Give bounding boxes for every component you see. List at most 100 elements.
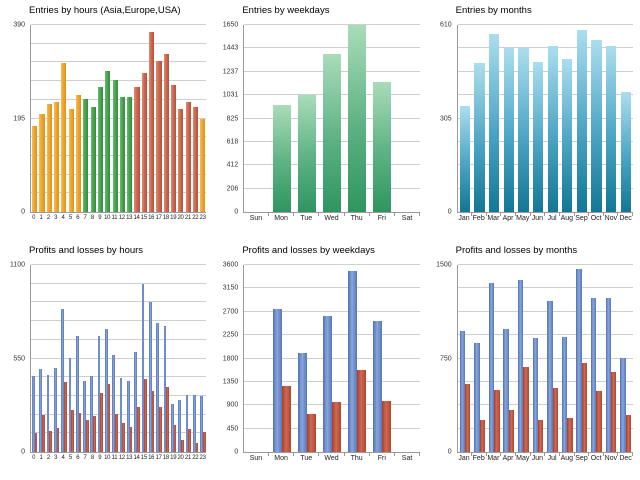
- bar-profits: [112, 355, 116, 452]
- bar-slot: [60, 265, 67, 452]
- y-axis-label: 825: [226, 115, 239, 122]
- bar-slot: [589, 25, 604, 212]
- gridline: [244, 47, 420, 49]
- bar-slot: [501, 25, 516, 212]
- x-axis-labels: 0 1 2 3 4 5 6 7 8 9 10 11 12 13 14 15 16 17 18 19 20 21 22 23: [30, 455, 206, 461]
- bar-slot: [589, 265, 604, 452]
- x-axis-label: 1: [39, 455, 43, 461]
- bar-losses: [151, 390, 155, 452]
- x-axis-label: 17: [155, 455, 162, 461]
- y-axis-label: 1100: [9, 261, 25, 269]
- x-axis-tick: [575, 212, 590, 216]
- x-axis-tick: [604, 452, 619, 456]
- bar-slot: [38, 25, 45, 212]
- bar: [474, 63, 485, 212]
- x-axis-label: May: [516, 455, 530, 462]
- gridline: [457, 164, 633, 166]
- x-axis-label: Wed: [324, 215, 339, 222]
- x-axis-label: 10: [104, 455, 111, 461]
- bar-losses: [306, 413, 317, 452]
- x-axis-ticks: [458, 452, 633, 456]
- bar: [620, 92, 631, 212]
- x-axis-label: 19: [170, 455, 177, 461]
- x-axis-label: 2: [46, 455, 50, 461]
- x-axis-tick: [319, 452, 345, 456]
- chart-entries-by-hours: Entries by hours (Asia,Europe,USA) 390 19…: [0, 0, 213, 240]
- bar-losses: [382, 400, 392, 452]
- bar: [61, 63, 67, 212]
- x-axis-tick: [575, 452, 590, 456]
- bars: [458, 25, 633, 212]
- bar: [373, 81, 391, 212]
- x-axis-label: 18: [162, 455, 169, 461]
- bar-losses: [552, 388, 558, 452]
- x-axis-label: Sat: [401, 215, 413, 222]
- bar-profits: [119, 378, 123, 452]
- bar-slot: [185, 25, 192, 212]
- bar-slot: [604, 25, 619, 212]
- bar-losses: [625, 414, 632, 452]
- bar: [298, 95, 316, 212]
- bar: [562, 58, 573, 212]
- bar-profits: [61, 309, 64, 452]
- bar-profits: [372, 320, 383, 452]
- bar: [97, 87, 104, 212]
- chart-title: Entries by weekdays: [242, 5, 330, 16]
- x-axis-label: Feb: [472, 455, 485, 462]
- x-axis-label: Apr: [502, 215, 514, 222]
- x-axis-tick: [531, 452, 546, 456]
- y-axis-label: 1800: [222, 355, 239, 362]
- x-axis-tick: [458, 212, 473, 216]
- y-axis-label: 0: [21, 448, 25, 456]
- bar-slot: [516, 25, 531, 212]
- bar-profits: [178, 400, 181, 452]
- bar-slot: [370, 265, 395, 452]
- bar-losses: [611, 372, 617, 452]
- gridline: [31, 61, 207, 63]
- x-axis-label: Sep: [575, 215, 588, 222]
- gridline: [31, 394, 207, 396]
- gridline: [31, 282, 207, 284]
- bar-slot: [90, 25, 97, 212]
- bar: [576, 29, 587, 212]
- y-axis-label: 3600: [222, 261, 239, 269]
- bar-slot: [141, 265, 148, 452]
- bar-losses: [508, 409, 515, 452]
- bar-losses: [71, 409, 74, 452]
- bar-slot: [269, 25, 294, 212]
- x-axis-tick: [531, 212, 546, 216]
- bar-slot: [560, 25, 575, 212]
- bar-losses: [494, 389, 500, 452]
- chart-title: Profits and losses by hours: [29, 245, 144, 256]
- x-axis-label: Dec: [619, 215, 632, 222]
- y-axis-label: 550: [13, 355, 25, 362]
- x-axis-tick: [345, 452, 370, 456]
- bar: [46, 104, 52, 212]
- x-axis-label: 19: [170, 215, 177, 221]
- y-axis-label: 206: [226, 185, 239, 193]
- x-axis-tick: [319, 212, 345, 216]
- bar-losses: [357, 369, 367, 452]
- bar-slot: [319, 265, 344, 452]
- bar-profits: [200, 395, 203, 452]
- gridline: [457, 187, 633, 189]
- y-axis-label: 1031: [222, 91, 239, 99]
- x-axis-label: 12: [118, 215, 125, 221]
- bar-slot: [575, 25, 590, 212]
- y-axis-label: 0: [447, 208, 452, 216]
- x-axis-tick: [501, 452, 517, 456]
- bar-slot: [111, 265, 118, 452]
- y-axis-label: 0: [447, 448, 452, 456]
- bar-losses: [567, 417, 573, 452]
- bar-slot: [319, 25, 344, 212]
- bar-losses: [464, 384, 471, 452]
- bars: [31, 25, 206, 212]
- x-axis-label: Sat: [401, 455, 413, 462]
- gridline: [457, 140, 633, 142]
- y-axis-label: 1443: [222, 44, 239, 52]
- x-axis-label: Oct: [590, 455, 602, 462]
- gridline: [244, 287, 420, 289]
- x-axis-label: 18: [162, 215, 169, 221]
- x-axis-label: 1: [39, 215, 43, 221]
- x-axis-label: 7: [83, 455, 87, 461]
